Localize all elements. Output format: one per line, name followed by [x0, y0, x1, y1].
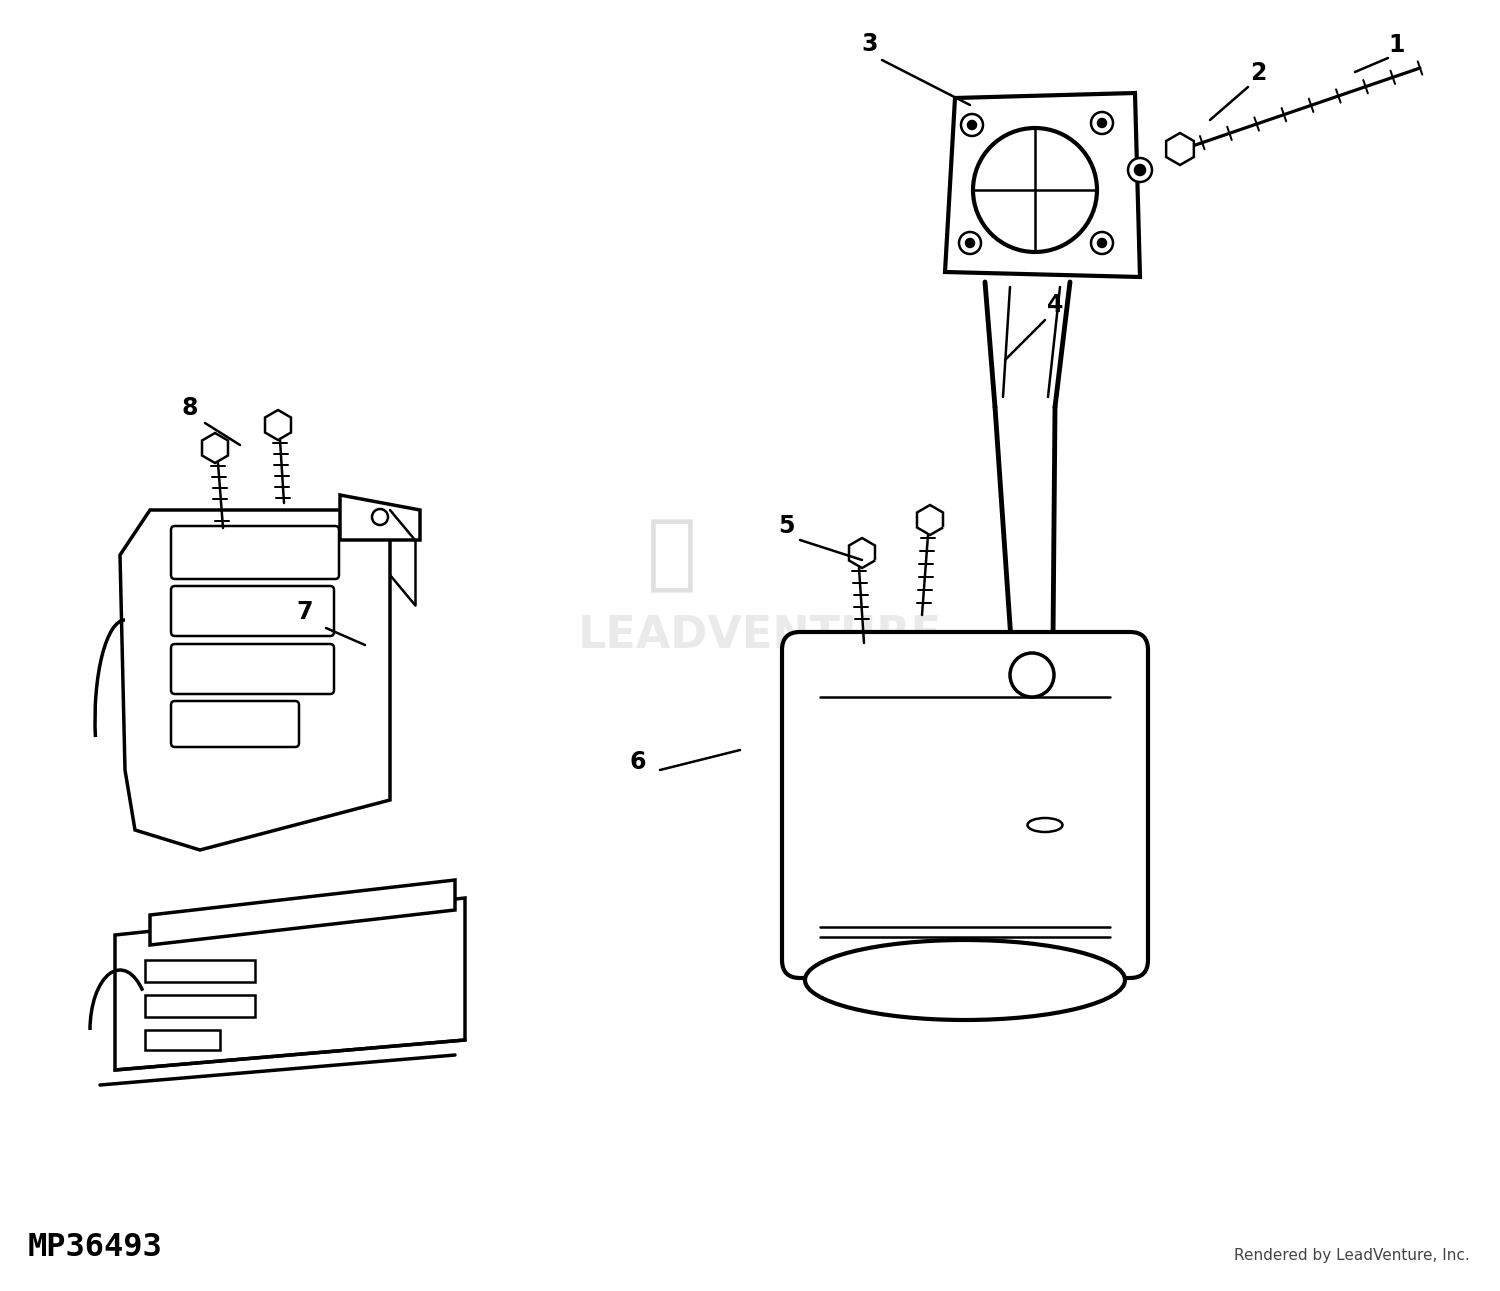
Circle shape	[1128, 158, 1152, 182]
Polygon shape	[849, 538, 874, 568]
Text: 8: 8	[182, 396, 198, 420]
Text: 6: 6	[630, 750, 646, 775]
Circle shape	[1136, 165, 1144, 176]
Circle shape	[1010, 653, 1054, 697]
Circle shape	[1090, 232, 1113, 254]
Text: Rendered by LeadVenture, Inc.: Rendered by LeadVenture, Inc.	[1234, 1248, 1470, 1263]
Bar	[146, 1030, 220, 1050]
Text: 🔥: 🔥	[646, 515, 698, 595]
FancyBboxPatch shape	[171, 586, 334, 636]
Polygon shape	[266, 411, 291, 440]
Text: 5: 5	[777, 514, 795, 538]
Circle shape	[974, 128, 1096, 252]
Circle shape	[1090, 112, 1113, 134]
Text: LEADVENTURE: LEADVENTURE	[578, 613, 942, 657]
Polygon shape	[1166, 133, 1194, 165]
Circle shape	[372, 509, 388, 525]
Text: 1: 1	[1389, 34, 1406, 57]
Polygon shape	[916, 505, 944, 534]
Polygon shape	[987, 281, 1068, 638]
Polygon shape	[120, 510, 390, 849]
Ellipse shape	[1028, 818, 1062, 831]
Text: 3: 3	[861, 32, 879, 56]
Polygon shape	[116, 899, 465, 1070]
Bar	[146, 995, 255, 1017]
Circle shape	[962, 114, 982, 136]
Text: MP36493: MP36493	[28, 1232, 162, 1263]
Circle shape	[958, 232, 981, 254]
Ellipse shape	[806, 940, 1125, 1020]
Circle shape	[966, 239, 974, 247]
Bar	[146, 961, 255, 982]
FancyBboxPatch shape	[171, 701, 298, 747]
FancyBboxPatch shape	[782, 633, 1148, 979]
Polygon shape	[340, 494, 420, 540]
Text: 2: 2	[1250, 61, 1266, 85]
Polygon shape	[202, 432, 228, 463]
FancyBboxPatch shape	[171, 644, 334, 695]
FancyBboxPatch shape	[171, 525, 339, 578]
Polygon shape	[945, 93, 1140, 278]
Polygon shape	[150, 880, 454, 945]
Text: 4: 4	[1047, 293, 1064, 318]
Circle shape	[1098, 119, 1106, 127]
Circle shape	[1098, 239, 1106, 247]
Circle shape	[968, 121, 976, 129]
Text: 7: 7	[297, 600, 314, 624]
